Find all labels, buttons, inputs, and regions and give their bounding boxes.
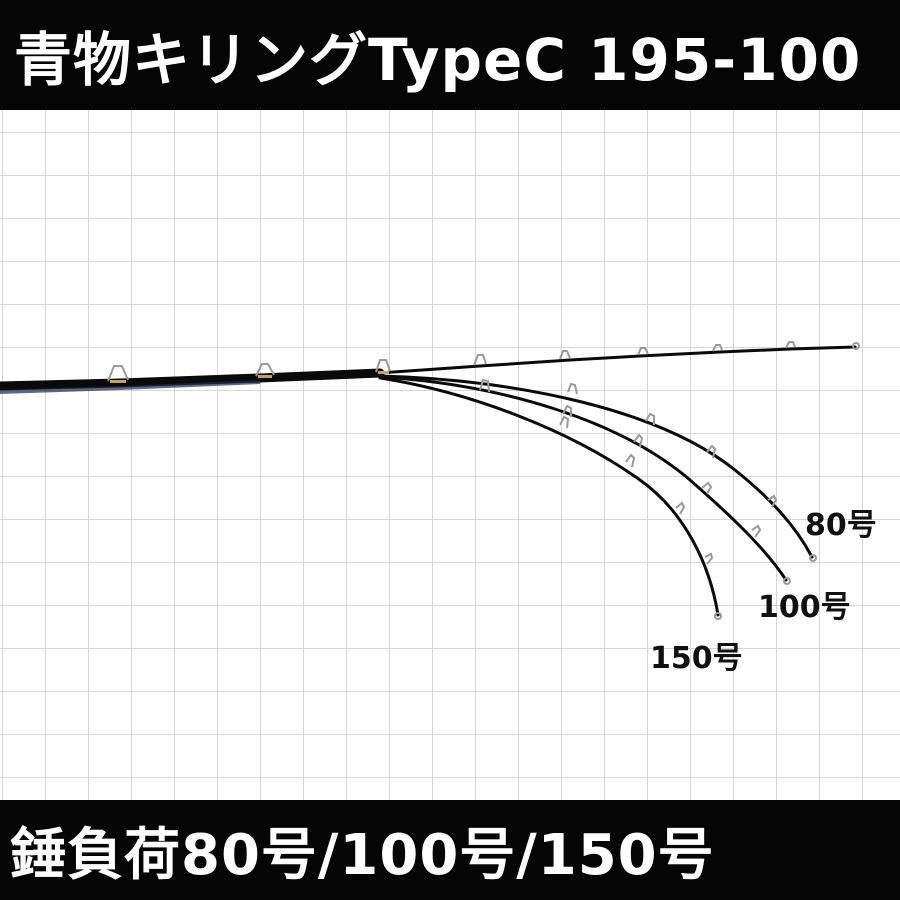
label-80: 80号: [805, 508, 877, 543]
guide-ring: [701, 481, 713, 495]
title-banner: 青物キリングTypeC 195-100: [0, 0, 900, 110]
guide-ring: [255, 363, 275, 377]
guide-ring: [712, 344, 723, 352]
guide-wraps: [110, 371, 389, 383]
guide-wrap: [110, 380, 126, 383]
rod-curve-80: [378, 374, 814, 559]
guide-ring: [751, 524, 762, 538]
guide-ring: [479, 378, 490, 393]
load-caption: 錘負荷80号/100号/150号: [10, 822, 715, 888]
guide-ring: [675, 501, 686, 515]
tip-top: [852, 342, 860, 350]
guide-ring: [107, 365, 129, 382]
guide-ring: [473, 354, 487, 366]
guide-ring: [706, 444, 717, 459]
guide-ring: [704, 552, 714, 565]
guide-ring: [633, 433, 644, 448]
guide-wrap: [258, 375, 272, 378]
tip-top: [809, 554, 817, 562]
guide-ring: [559, 350, 571, 360]
guide-ring: [767, 494, 778, 508]
guide-ring: [625, 453, 636, 468]
caption-banner: 錘負荷80号/100号/150号: [0, 800, 900, 900]
guides-curve-150: [559, 415, 722, 620]
grid-background: [0, 110, 900, 800]
tip-top: [783, 577, 791, 585]
page-title: 青物キリングTypeC 195-100: [14, 26, 862, 94]
guides-unloaded: [107, 341, 860, 382]
rod-butt: [0, 368, 385, 391]
guide-ring: [785, 341, 796, 349]
guides-curve-100: [479, 378, 791, 585]
guide-ring: [562, 404, 572, 417]
label-150: 150号: [650, 641, 743, 676]
guides-curve-80: [567, 382, 817, 562]
rod-unloaded: [378, 345, 857, 375]
guide-ring: [375, 359, 391, 373]
guide-ring: [559, 415, 570, 429]
label-100: 100号: [758, 590, 851, 625]
rod-curve-100: [378, 375, 788, 582]
guide-ring: [645, 412, 655, 425]
guide-ring: [567, 382, 578, 395]
guide-wrap: [378, 371, 389, 374]
rod-curve-150: [378, 376, 720, 617]
guide-ring: [637, 347, 649, 356]
rod-butt-shadow: [0, 380, 261, 394]
tip-top: [714, 612, 722, 620]
